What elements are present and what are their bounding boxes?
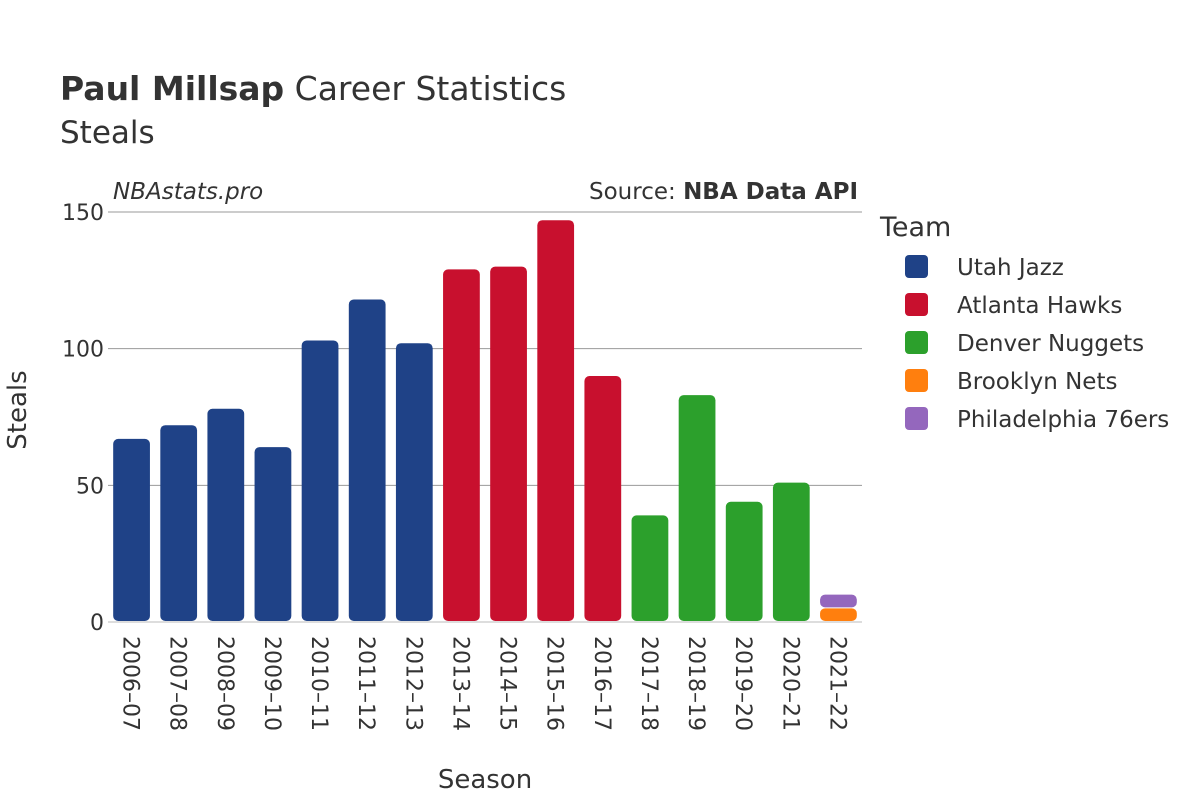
player-name: Paul Millsap bbox=[60, 69, 284, 108]
legend: Team Utah Jazz Atlanta Hawks Denver Nugget… bbox=[879, 212, 1169, 433]
legend-swatch bbox=[905, 255, 928, 278]
x-tick-label: 2016–17 bbox=[589, 636, 614, 731]
bar bbox=[301, 340, 339, 621]
y-tick-label: 150 bbox=[62, 201, 104, 226]
source-name: NBA Data API bbox=[683, 179, 858, 205]
x-tick-label: 2015–16 bbox=[542, 636, 567, 731]
x-tick-label: 2019–20 bbox=[730, 636, 755, 731]
bar bbox=[820, 608, 857, 621]
x-tick-label: 2011–12 bbox=[353, 636, 378, 731]
bar bbox=[443, 269, 480, 621]
x-tick-label: 2018–19 bbox=[683, 636, 708, 731]
bar bbox=[254, 447, 292, 621]
x-tick-label: 2008–09 bbox=[212, 636, 237, 731]
legend-label: Utah Jazz bbox=[957, 255, 1064, 281]
bar bbox=[537, 220, 575, 621]
legend-label: Brooklyn Nets bbox=[957, 369, 1117, 395]
x-tick-label: 2017–18 bbox=[636, 636, 661, 731]
legend-label: Denver Nuggets bbox=[957, 331, 1144, 357]
x-tick-label: 2009–10 bbox=[259, 636, 284, 731]
legend-swatch bbox=[905, 407, 928, 430]
legend-label: Philadelphia 76ers bbox=[957, 407, 1169, 433]
y-tick-label: 50 bbox=[76, 474, 104, 499]
x-axis-ticks: 2006–07 2007–08 2008–09 2009–10 2010–11 2011–… bbox=[118, 636, 850, 731]
legend-swatch bbox=[905, 369, 928, 392]
x-axis-title: Season bbox=[438, 765, 532, 795]
bar bbox=[395, 343, 433, 621]
legend-label: Atlanta Hawks bbox=[957, 293, 1122, 319]
bar bbox=[725, 501, 763, 621]
legend-swatch bbox=[905, 293, 928, 316]
bar bbox=[820, 594, 857, 608]
bars bbox=[113, 220, 857, 621]
bar bbox=[348, 299, 386, 621]
x-tick-label: 2006–07 bbox=[118, 636, 143, 731]
bar bbox=[207, 408, 245, 621]
bar bbox=[490, 266, 527, 621]
bar bbox=[678, 395, 716, 621]
legend-swatch bbox=[905, 331, 928, 354]
bar bbox=[160, 425, 198, 621]
chart-subtitle: Steals bbox=[60, 115, 155, 151]
chart-title: Paul Millsap Career Statistics bbox=[60, 69, 566, 108]
x-tick-label: 2020–21 bbox=[777, 636, 802, 731]
y-tick-label: 0 bbox=[90, 611, 104, 636]
y-axis-title: Steals bbox=[3, 370, 33, 449]
x-tick-label: 2013–14 bbox=[447, 636, 472, 731]
bar bbox=[113, 438, 150, 621]
x-tick-label: 2021–22 bbox=[824, 636, 849, 731]
bar bbox=[584, 376, 622, 621]
legend-title: Team bbox=[879, 212, 951, 243]
y-axis-ticks: 0 50 100 150 bbox=[62, 201, 104, 636]
legend-items: Utah Jazz Atlanta Hawks Denver Nuggets Broo… bbox=[905, 255, 1169, 433]
x-tick-label: 2014–15 bbox=[495, 636, 520, 731]
x-tick-label: 2010–11 bbox=[306, 636, 331, 731]
bar bbox=[772, 482, 810, 621]
y-tick-label: 100 bbox=[62, 338, 104, 363]
site-watermark: NBAstats.pro bbox=[113, 179, 263, 205]
x-tick-label: 2007–08 bbox=[165, 636, 190, 731]
source-credit: Source: NBA Data API bbox=[589, 179, 858, 205]
x-tick-label: 2012–13 bbox=[400, 636, 425, 731]
title-suffix: Career Statistics bbox=[295, 69, 567, 108]
source-label: Source: bbox=[589, 179, 676, 205]
bar bbox=[631, 515, 669, 621]
